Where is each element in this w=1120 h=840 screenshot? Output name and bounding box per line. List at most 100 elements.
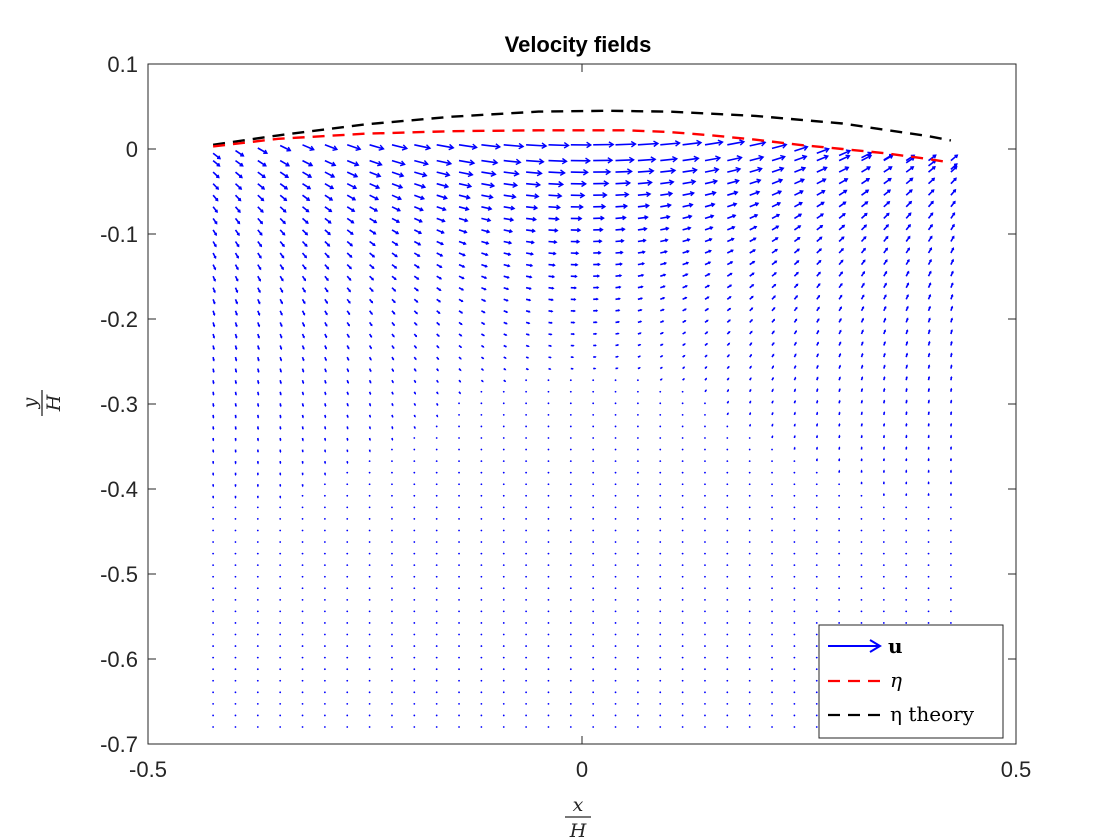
velocity-arrow <box>480 691 483 694</box>
velocity-arrow <box>681 425 684 428</box>
velocity-arrow <box>234 275 239 282</box>
velocity-arrow <box>726 518 729 520</box>
velocity-arrow <box>212 206 218 214</box>
velocity-arrow <box>882 541 885 543</box>
velocity-arrow <box>704 389 707 393</box>
velocity-arrow <box>212 529 215 532</box>
velocity-arrow <box>704 226 714 231</box>
velocity-arrow <box>927 422 930 427</box>
velocity-arrow <box>480 575 483 578</box>
velocity-arrow <box>458 622 460 624</box>
velocity-arrow <box>838 483 841 486</box>
velocity-arrow <box>704 167 720 174</box>
velocity-arrow <box>256 541 259 543</box>
velocity-arrow <box>905 469 908 473</box>
velocity-arrow <box>726 342 731 347</box>
velocity-arrow <box>726 552 729 555</box>
velocity-arrow <box>435 541 438 543</box>
velocity-arrow <box>726 425 729 428</box>
velocity-arrow <box>547 460 550 463</box>
velocity-arrow <box>615 203 629 209</box>
velocity-arrow <box>323 541 326 543</box>
velocity-arrow <box>593 297 599 301</box>
velocity-arrow <box>525 252 534 256</box>
velocity-arrow <box>614 390 617 393</box>
velocity-arrow <box>838 518 841 520</box>
velocity-arrow <box>748 471 751 474</box>
velocity-arrow <box>950 305 954 312</box>
velocity-arrow <box>659 598 662 601</box>
velocity-arrow <box>391 194 403 201</box>
velocity-arrow <box>547 645 550 647</box>
velocity-arrow <box>279 194 288 202</box>
velocity-arrow <box>726 726 729 728</box>
velocity-arrow <box>212 183 220 190</box>
velocity-arrow <box>346 494 349 497</box>
velocity-arrow <box>480 483 483 486</box>
velocity-arrow <box>368 449 371 453</box>
velocity-arrow <box>458 298 464 303</box>
velocity-arrow <box>279 310 283 316</box>
velocity-arrow <box>346 691 349 694</box>
velocity-arrow <box>704 425 706 428</box>
velocity-arrow <box>480 506 483 509</box>
velocity-arrow <box>636 483 639 486</box>
velocity-arrow <box>256 610 259 613</box>
velocity-arrow <box>525 518 528 520</box>
velocity-arrow <box>793 702 796 705</box>
velocity-arrow <box>413 726 416 728</box>
velocity-arrow <box>614 448 617 451</box>
velocity-arrow <box>481 158 499 166</box>
velocity-arrow <box>883 294 887 300</box>
velocity-arrow <box>883 364 886 369</box>
velocity-arrow <box>592 494 595 497</box>
velocity-arrow <box>749 307 754 312</box>
velocity-arrow <box>816 388 819 393</box>
velocity-arrow <box>234 171 243 179</box>
velocity-arrow <box>815 622 818 624</box>
velocity-arrow <box>637 156 657 163</box>
velocity-arrow <box>570 321 576 324</box>
velocity-arrow <box>301 633 304 636</box>
velocity-arrow <box>614 494 617 497</box>
velocity-arrow <box>593 344 597 347</box>
velocity-arrow <box>435 691 438 694</box>
velocity-arrow <box>883 411 886 416</box>
velocity-arrow <box>726 272 733 277</box>
velocity-arrow <box>323 483 326 486</box>
velocity-arrow <box>950 340 953 346</box>
velocity-arrow <box>324 298 328 304</box>
velocity-arrow <box>726 296 732 300</box>
velocity-arrow <box>234 183 243 190</box>
velocity-arrow <box>435 714 438 717</box>
velocity-arrow <box>301 484 304 488</box>
velocity-arrow <box>927 434 930 439</box>
velocity-arrow <box>256 587 259 590</box>
velocity-arrow <box>503 252 512 256</box>
velocity-arrow <box>458 552 460 555</box>
x-axis-label-denominator: H <box>569 820 587 840</box>
velocity-arrow <box>234 391 237 396</box>
velocity-arrow <box>503 263 511 268</box>
velocity-arrow <box>480 402 483 405</box>
velocity-arrow <box>235 149 245 157</box>
velocity-arrow <box>704 668 706 671</box>
velocity-arrow <box>681 437 684 439</box>
velocity-arrow <box>927 258 932 265</box>
velocity-arrow <box>301 575 304 578</box>
velocity-arrow <box>838 564 841 567</box>
velocity-arrow <box>234 679 237 682</box>
velocity-arrow <box>748 714 751 717</box>
velocity-arrow <box>748 726 751 728</box>
velocity-arrow <box>636 622 639 624</box>
velocity-arrow <box>748 656 751 659</box>
velocity-arrow <box>726 225 736 231</box>
velocity-arrow <box>681 598 684 601</box>
velocity-arrow <box>413 575 416 578</box>
velocity-arrow <box>882 506 885 509</box>
velocity-arrow <box>368 356 372 361</box>
velocity-arrow <box>368 345 372 350</box>
velocity-arrow <box>637 167 655 175</box>
velocity-arrow <box>547 598 550 601</box>
velocity-arrow <box>257 426 260 431</box>
